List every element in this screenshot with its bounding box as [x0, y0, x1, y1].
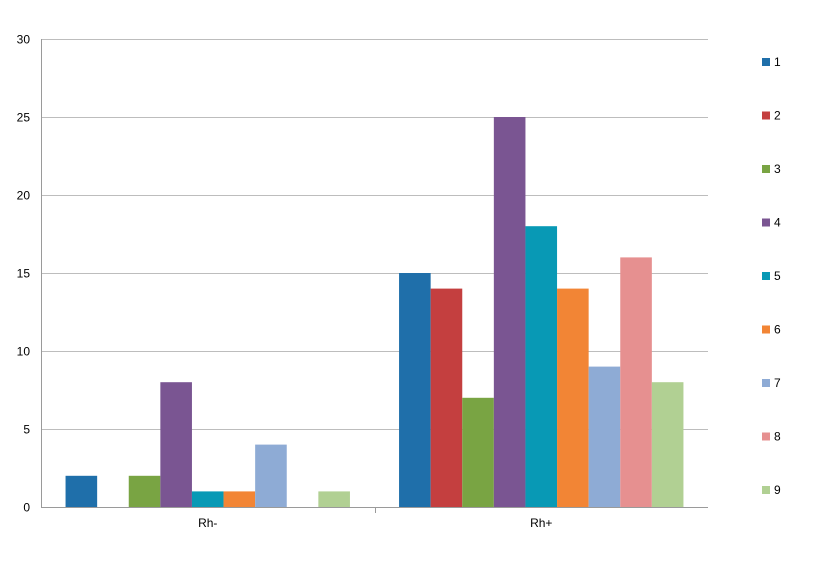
legend-label-2: 2 — [774, 109, 781, 123]
legend-swatch-5 — [762, 272, 770, 280]
bar-series-6-Rh+ — [557, 288, 589, 507]
bar-series-3-Rh+ — [462, 397, 494, 507]
y-tick-label: 25 — [17, 111, 31, 125]
legend-label-5: 5 — [774, 269, 781, 283]
bar-series-3-Rh- — [128, 475, 161, 507]
legend-swatch-7 — [762, 379, 770, 387]
bar-series-1-Rh+ — [399, 273, 431, 507]
y-tick-label: 10 — [17, 345, 31, 359]
bar-series-9-Rh+ — [651, 382, 684, 507]
bar-series-1-Rh- — [65, 475, 98, 507]
x-category-label: Rh+ — [530, 516, 552, 530]
legend-swatch-8 — [762, 432, 770, 441]
legend-swatch-4 — [762, 218, 770, 227]
y-tick-label: 20 — [17, 189, 31, 203]
bar-series-6-Rh- — [223, 491, 256, 507]
legend-swatch-1 — [762, 58, 770, 66]
legend-label-3: 3 — [774, 162, 781, 176]
y-tick-label: 15 — [17, 267, 31, 281]
legend-swatch-6 — [762, 325, 770, 334]
bars — [65, 117, 684, 507]
bar-series-5-Rh+ — [525, 226, 558, 507]
y-tick-label: 5 — [23, 423, 30, 437]
bar-series-5-Rh- — [191, 491, 224, 507]
legend-label-1: 1 — [774, 55, 781, 69]
legend-label-6: 6 — [774, 323, 781, 337]
legend-swatch-2 — [762, 111, 770, 120]
x-category-label: Rh- — [198, 516, 217, 530]
legend-label-8: 8 — [774, 430, 781, 444]
bar-series-8-Rh+ — [620, 257, 652, 507]
axes: 0 5 10 15 20 25 30 Rh- Rh+ — [17, 33, 708, 530]
bar-series-4-Rh- — [160, 382, 192, 507]
bar-series-2-Rh+ — [430, 288, 463, 507]
bar-series-7-Rh+ — [588, 366, 621, 507]
legend-swatch-3 — [762, 165, 770, 173]
legend-label-9: 9 — [774, 483, 781, 497]
legend-label-7: 7 — [774, 376, 781, 390]
y-tick-label: 0 — [23, 501, 30, 515]
bar-series-9-Rh- — [318, 491, 350, 507]
bar-series-7-Rh- — [255, 444, 287, 507]
legend-label-4: 4 — [774, 216, 781, 230]
legend-swatch-9 — [762, 486, 770, 494]
legend: 1 2 3 4 5 6 7 8 9 — [762, 55, 781, 497]
bar-series-4-Rh+ — [493, 117, 526, 507]
y-tick-label: 30 — [17, 33, 31, 47]
